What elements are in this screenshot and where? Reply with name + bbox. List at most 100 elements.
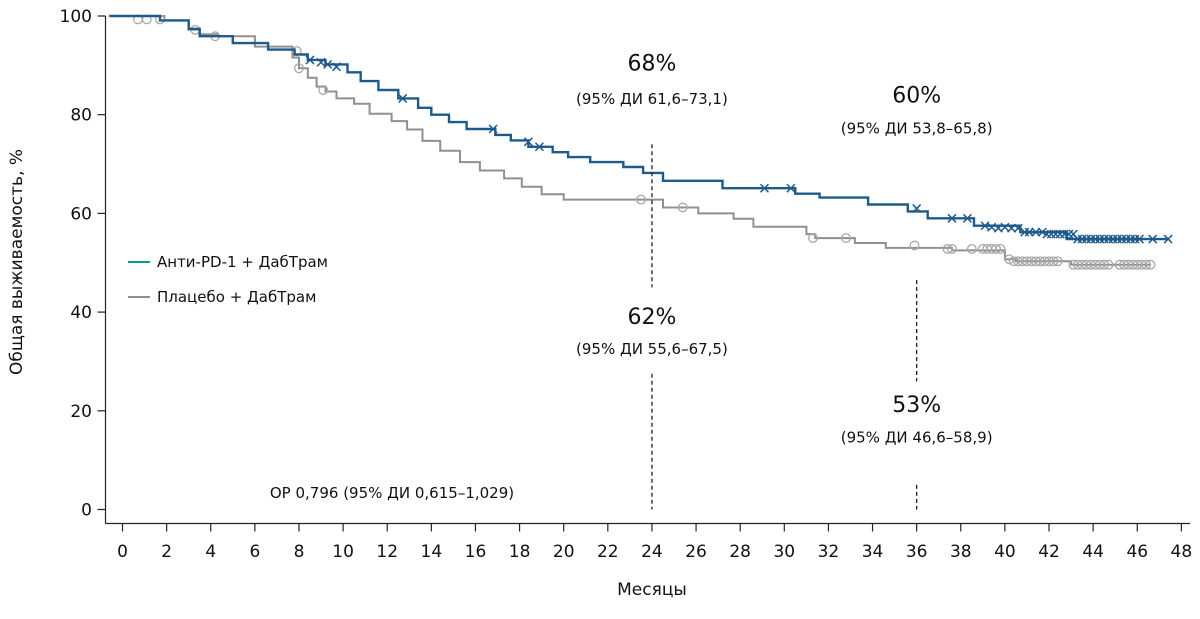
- censor-mark: [1163, 234, 1173, 244]
- survival-curve: [109, 14, 1169, 241]
- censor-mark-stroke: [1013, 223, 1023, 233]
- series-anti-pd1: [109, 14, 1173, 244]
- y-tick-label: 20: [70, 402, 92, 422]
- censor-mark: [1099, 259, 1110, 270]
- x-tick-label: 24: [641, 542, 663, 562]
- censor-mark-stroke: [993, 223, 1003, 233]
- x-tick-label: 30: [773, 542, 795, 562]
- annotation-ci: (95% ДИ 61,6–73,1): [576, 90, 728, 108]
- censor-mark-stroke: [1163, 234, 1173, 244]
- censor-mark: [1141, 259, 1152, 270]
- legend-label-anti-pd1: Анти-PD-1 + ДабТрам: [157, 253, 328, 271]
- censor-mark-stroke: [523, 137, 533, 147]
- survival-curve: [109, 15, 1151, 266]
- censor-mark-stroke: [759, 183, 769, 193]
- censor-mark-stroke: [331, 62, 342, 72]
- x-tick-label: 48: [1171, 542, 1193, 562]
- censor-mark: [1031, 227, 1041, 237]
- x-tick-label: 26: [685, 542, 707, 562]
- x-tick-label: 0: [117, 542, 128, 562]
- x-tick-label: 8: [294, 542, 305, 562]
- series-placebo: [109, 14, 1156, 270]
- x-tick-label: 14: [421, 542, 443, 562]
- legend-label-placebo: Плацебо + ДабТрам: [157, 288, 316, 306]
- censor-mark: [995, 243, 1006, 254]
- y-tick-label: 40: [70, 303, 92, 323]
- x-tick-label: 44: [1082, 542, 1104, 562]
- censor-mark: [1134, 234, 1144, 244]
- x-tick-label: 38: [950, 542, 972, 562]
- y-tick-label: 100: [60, 7, 92, 27]
- censor-mark-stroke: [947, 213, 957, 223]
- x-tick-label: 34: [862, 542, 884, 562]
- legend: Анти-PD-1 + ДабТрам Плацебо + ДабТрам: [128, 253, 328, 306]
- censor-mark-stroke: [962, 213, 972, 223]
- censor-mark-stroke: [912, 203, 922, 213]
- censor-mark: [1145, 259, 1156, 270]
- censor-mark-stroke: [305, 55, 315, 65]
- censor-mark: [488, 124, 498, 134]
- x-tick-label: 32: [818, 542, 840, 562]
- censor-mark-stroke: [786, 183, 796, 193]
- x-tick-label: 46: [1126, 542, 1148, 562]
- x-tick-label: 22: [597, 542, 619, 562]
- censor-mark: [1148, 234, 1158, 244]
- censor-mark: [980, 221, 990, 231]
- censor-mark-stroke: [1037, 227, 1047, 237]
- censor-mark: [398, 93, 408, 103]
- axes: 0 2 4 6 8 10 12 14 16 18 20 22 24 26 28 30 32 34 36 38 40 42 4…: [60, 7, 1193, 562]
- annotation-percent: 62%: [627, 305, 676, 330]
- censor-mark: [759, 183, 769, 193]
- x-tick-label: 28: [729, 542, 751, 562]
- censor-mark: [909, 240, 920, 251]
- annotation-percent: 60%: [892, 83, 941, 108]
- censor-mark: [534, 142, 544, 152]
- censor-mark: [786, 183, 796, 193]
- censor-mark: [1103, 259, 1114, 270]
- x-tick-label: 16: [465, 542, 487, 562]
- censor-mark: [966, 243, 977, 254]
- censor-mark-stroke: [1148, 234, 1158, 244]
- x-tick-label: 12: [376, 542, 398, 562]
- censor-mark: [1052, 256, 1063, 267]
- censor-mark: [635, 194, 646, 205]
- hazard-ratio-text: ОР 0,796 (95% ДИ 0,615–1,029): [270, 484, 514, 502]
- x-tick-label: 42: [1038, 542, 1060, 562]
- censor-mark-stroke: [1006, 223, 1017, 233]
- censor-mark: [1024, 227, 1034, 237]
- x-tick-label: 40: [994, 542, 1016, 562]
- censor-mark: [1013, 223, 1023, 233]
- censor-mark: [942, 243, 953, 254]
- censor-mark: [331, 62, 342, 72]
- censor-mark-stroke: [1134, 234, 1144, 244]
- x-tick-label: 10: [332, 542, 354, 562]
- censor-mark-stroke: [1024, 227, 1034, 237]
- censor-mark-stroke: [398, 93, 408, 103]
- censor-mark: [316, 57, 326, 67]
- censor-mark: [523, 137, 533, 147]
- censor-mark: [318, 85, 329, 95]
- censor-mark: [1006, 223, 1017, 233]
- censor-mark: [991, 243, 1002, 254]
- annotation-percent: 68%: [627, 51, 676, 76]
- annotations-layer: 68% (95% ДИ 61,6–73,1) 60% (95% ДИ 53,8–65,…: [576, 51, 993, 510]
- y-axis-title: Общая выживаемость, %: [7, 149, 27, 375]
- x-tick-label: 18: [509, 542, 531, 562]
- censor-mark-stroke: [980, 221, 990, 231]
- x-tick-label: 6: [249, 542, 260, 562]
- x-tick-label: 2: [161, 542, 172, 562]
- annotation-ci: (95% ДИ 46,6–58,9): [841, 428, 993, 446]
- censor-mark-stroke: [316, 57, 326, 67]
- x-tick-label: 36: [906, 542, 928, 562]
- annotation-ci: (95% ДИ 55,6–67,5): [576, 340, 728, 358]
- x-tick-label: 20: [553, 542, 575, 562]
- censor-mark: [677, 202, 688, 213]
- y-tick-label: 80: [70, 106, 92, 126]
- annotation-percent: 53%: [892, 393, 941, 418]
- x-tick-label: 4: [205, 542, 216, 562]
- censor-mark: [323, 59, 333, 69]
- censor-mark-stroke: [1031, 227, 1041, 237]
- censor-mark-stroke: [488, 124, 498, 134]
- censor-mark: [912, 203, 922, 213]
